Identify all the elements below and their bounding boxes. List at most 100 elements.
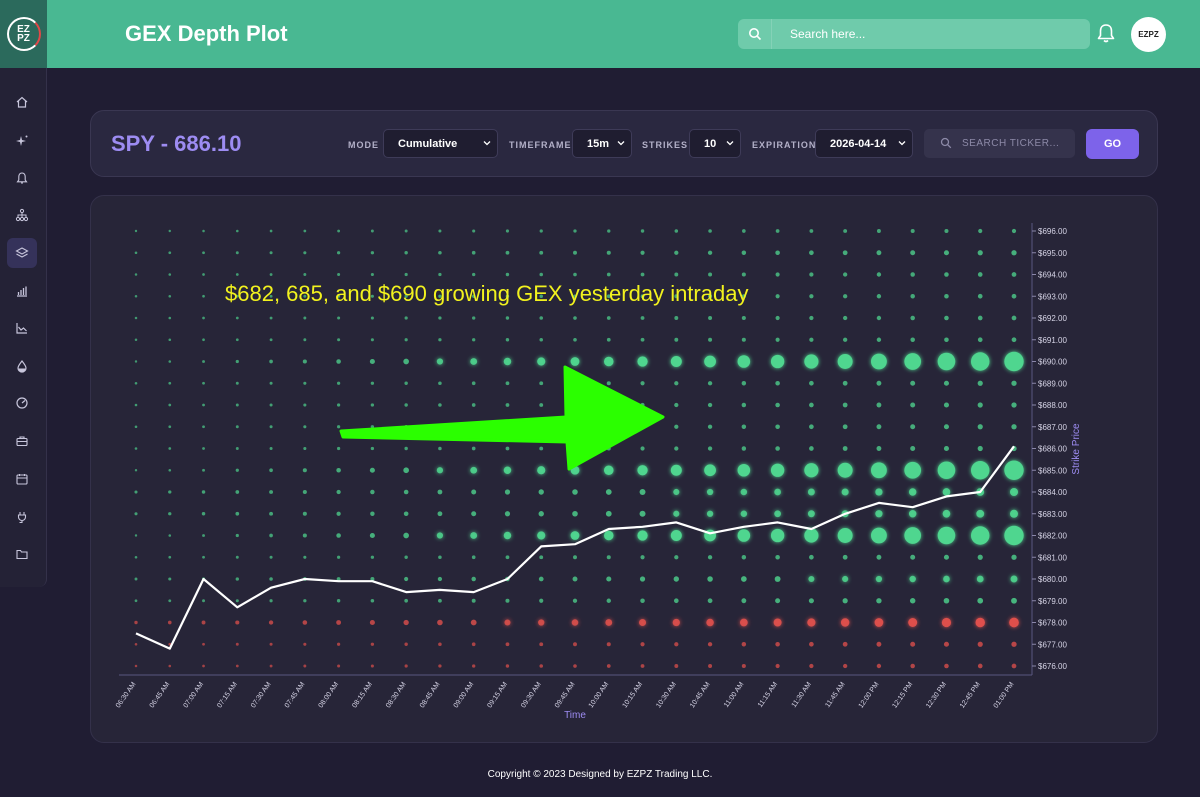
gex-dot [370,316,374,320]
gex-dot [235,490,240,494]
sidebar-item-integrations[interactable] [7,502,37,532]
sidebar: EZ PZ [0,0,47,587]
gex-dot [438,250,442,255]
strikes-select[interactable]: 10 [689,129,741,158]
gex-dot [942,509,951,518]
gex-dot [837,354,853,369]
gex-dot [370,555,375,559]
gex-dot [167,620,172,625]
global-search[interactable] [738,19,1090,49]
gex-dot [505,598,510,603]
gex-dot [202,642,205,646]
gex-dot [876,380,882,386]
gex-dot [269,533,273,538]
gex-dot [977,250,983,256]
gex-dot [302,468,307,473]
gex-dot [910,272,915,277]
sidebar-item-portfolio[interactable] [7,426,37,456]
gex-dot [168,316,172,320]
gex-dot [603,530,614,541]
gex-dot [876,663,882,669]
sidebar-item-bars[interactable] [7,276,37,306]
gex-dot [202,381,205,385]
gex-dot [404,316,408,320]
sidebar-item-gex[interactable] [7,238,37,268]
gex-dot [539,555,544,560]
gex-dot [870,527,887,544]
gex-dot [235,338,239,342]
gex-dot [404,272,408,277]
gex-dot [637,465,648,476]
gex-dot [876,337,882,342]
sidebar-item-ai[interactable] [7,126,37,156]
gex-dot [910,337,915,342]
gex-dot [606,598,611,603]
gex-dot [472,664,476,668]
gex-dot [809,315,814,321]
footer-copyright: Copyright © 2023 Designed by EZPZ Tradin… [487,769,713,780]
gex-dot [370,577,375,581]
x-tick-label: 07:00 AM [182,681,205,709]
gex-dot [937,352,956,371]
notification-bell-icon[interactable] [1095,22,1117,44]
gex-dot [168,512,172,516]
gex-dot [539,642,544,647]
ticker-search[interactable] [924,129,1075,158]
gex-dot [472,316,476,320]
expiration-select[interactable]: 2026-04-14 [815,129,913,158]
gex-dot [606,294,611,299]
gex-dot [337,316,341,320]
gex-depth-chart[interactable]: $696.00 $695.00 $694.00 $693.00 $692.00 $691.… [91,196,1159,744]
timeframe-select[interactable]: 15m [572,129,632,158]
gex-dot [202,338,205,342]
sidebar-item-alerts[interactable] [7,163,37,193]
x-tick-label: 12:30 PM [925,681,948,710]
sidebar-item-home[interactable] [7,87,37,117]
gex-dot [876,294,882,299]
gex-dot [674,294,679,299]
sidebar-item-files[interactable] [7,539,37,569]
gex-dot [943,641,950,647]
gex-dot [573,316,577,320]
logo[interactable]: EZ PZ [0,0,47,68]
briefcase-icon [16,436,28,447]
gex-dot [134,403,138,407]
gex-dot [1011,272,1017,277]
gex-dot [908,618,918,627]
gex-dot [202,360,205,363]
gex-dot [337,294,341,298]
ticker-search-input[interactable] [962,129,1072,158]
search-input[interactable] [790,19,1080,49]
sidebar-item-trend[interactable] [7,313,37,343]
page-title: GEX Depth Plot [125,21,288,46]
gex-dot [202,229,205,233]
sidebar-item-flow[interactable] [7,351,37,381]
gex-dot [876,272,882,277]
gex-dot [674,250,679,255]
x-tick-label: 11:30 AM [791,681,813,709]
gex-dot [640,446,645,451]
gex-dot [134,338,138,341]
sidebar-item-network[interactable] [7,200,37,230]
go-button[interactable]: GO [1086,129,1139,159]
gex-dot [438,403,442,407]
gex-dot [606,250,611,255]
gex-dot [437,489,443,495]
search-icon[interactable] [738,19,772,49]
gex-dot [369,532,375,539]
gex-dot [775,337,780,342]
gex-dot [741,381,747,386]
sidebar-item-calendar[interactable] [7,464,37,494]
gex-dot [539,272,544,277]
gex-dot [842,446,848,451]
gex-dot [235,316,239,320]
gex-dot [708,337,713,342]
gex-dot [910,554,916,560]
mode-select[interactable]: Cumulative [383,129,498,158]
avatar[interactable]: EZPZ [1131,17,1166,52]
gex-dot [639,576,646,582]
gex-dot [572,510,578,517]
gex-dot [870,462,887,479]
sidebar-item-gauge[interactable] [7,388,37,418]
gex-dot [505,381,510,386]
